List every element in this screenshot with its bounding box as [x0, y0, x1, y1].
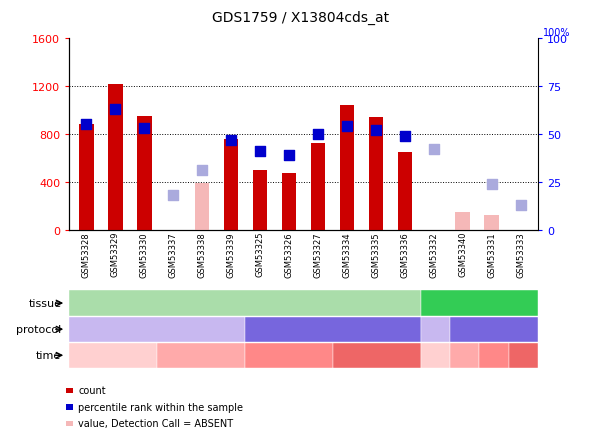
Text: 100%: 100%	[543, 28, 570, 38]
Point	[227, 137, 236, 144]
Bar	[368, 118, 383, 230]
Bar	[397, 152, 412, 230]
Bar	[456, 212, 470, 230]
Text: GDS1759 / X13804cds_at: GDS1759 / X13804cds_at	[212, 11, 389, 25]
Text: count: count	[78, 385, 106, 395]
Point	[139, 125, 149, 132]
Point	[284, 152, 294, 159]
Bar	[253, 171, 267, 230]
Text: time: time	[36, 351, 61, 360]
Text: CT 6: CT 6	[103, 351, 123, 360]
Point	[516, 202, 525, 209]
Bar	[108, 84, 123, 230]
Text: retina: retina	[228, 299, 261, 308]
Bar	[311, 144, 325, 230]
Text: protocol: protocol	[16, 325, 61, 334]
Text: CT 18: CT 18	[451, 351, 478, 360]
Point	[82, 122, 91, 128]
Point	[400, 133, 410, 140]
Text: tissue: tissue	[28, 299, 61, 308]
Text: constant dim
light: constant dim light	[406, 320, 465, 339]
Text: percentile rank within the sample: percentile rank within the sample	[78, 402, 243, 412]
Point	[168, 192, 178, 199]
Bar	[137, 117, 151, 230]
Text: ZT 6: ZT 6	[484, 351, 504, 360]
Point	[342, 123, 352, 130]
Point	[255, 148, 265, 155]
Bar	[484, 216, 499, 230]
Text: pineal gland: pineal gland	[445, 299, 514, 308]
Text: ZT 18: ZT 18	[364, 351, 389, 360]
Text: CT 18: CT 18	[188, 351, 214, 360]
Point	[313, 131, 323, 138]
Point	[429, 146, 439, 153]
Text: light-dark cycle: light-dark cycle	[297, 325, 368, 334]
Bar	[282, 174, 296, 230]
Text: light-dark
cycle: light-dark cycle	[472, 320, 516, 339]
Bar	[224, 139, 239, 230]
Text: ZT 18: ZT 18	[510, 351, 536, 360]
Point	[197, 168, 207, 174]
Text: constant dim light: constant dim light	[116, 325, 198, 334]
Point	[111, 106, 120, 113]
Bar	[79, 125, 94, 230]
Bar	[340, 106, 354, 230]
Point	[487, 181, 496, 187]
Text: CT 6: CT 6	[426, 351, 445, 360]
Bar	[195, 184, 210, 230]
Text: value, Detection Call = ABSENT: value, Detection Call = ABSENT	[78, 418, 233, 428]
Point	[371, 127, 380, 134]
Text: ZT 6: ZT 6	[279, 351, 299, 360]
